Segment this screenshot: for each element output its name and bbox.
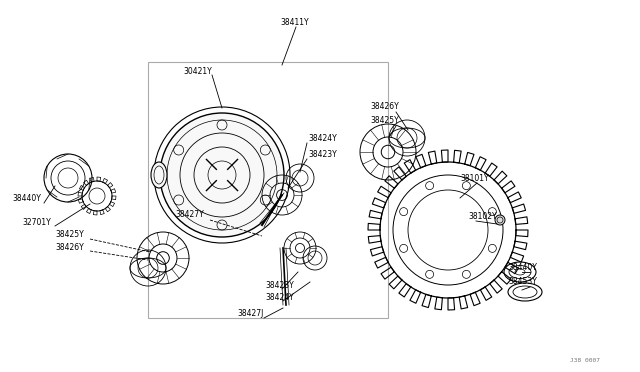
Text: 38425Y: 38425Y — [55, 230, 84, 238]
Text: 38440Y: 38440Y — [508, 263, 537, 273]
Text: 38426Y: 38426Y — [55, 243, 84, 251]
Text: 38423Y: 38423Y — [265, 280, 294, 289]
Text: 30421Y: 30421Y — [183, 67, 212, 76]
Text: 38427J: 38427J — [237, 310, 264, 318]
Text: 38425Y: 38425Y — [370, 115, 399, 125]
Circle shape — [495, 215, 505, 225]
Text: 32701Y: 32701Y — [22, 218, 51, 227]
Text: 38101Y: 38101Y — [460, 173, 488, 183]
Text: 38411Y: 38411Y — [280, 17, 308, 26]
Text: J38 0007: J38 0007 — [570, 357, 600, 362]
Bar — [148, 62, 388, 318]
Text: 38423Y: 38423Y — [308, 150, 337, 158]
Text: 38424Y: 38424Y — [308, 134, 337, 142]
Circle shape — [160, 113, 284, 237]
Text: 38453Y: 38453Y — [508, 278, 537, 286]
Text: 38424Y: 38424Y — [265, 292, 294, 301]
Text: 38440Y: 38440Y — [12, 193, 41, 202]
Text: 38426Y: 38426Y — [370, 102, 399, 110]
Ellipse shape — [151, 162, 167, 188]
Text: 38427Y: 38427Y — [175, 209, 204, 218]
Text: 38102Y: 38102Y — [468, 212, 497, 221]
